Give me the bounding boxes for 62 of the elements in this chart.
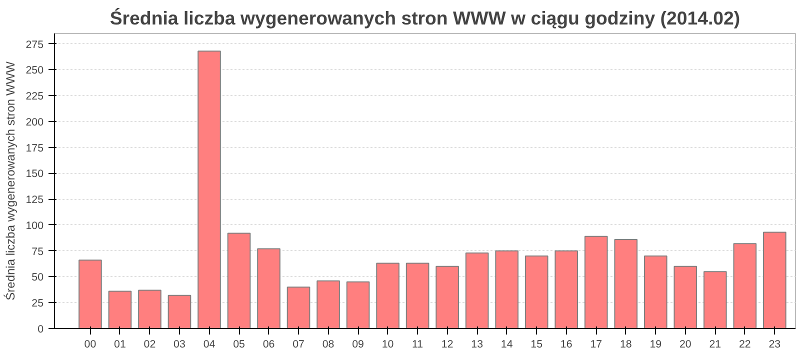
x-tick-label: 05: [233, 338, 246, 350]
x-tick-label: 00: [84, 338, 96, 350]
x-tick-label: 16: [560, 338, 572, 350]
y-tick-label: 75: [32, 246, 44, 258]
bar: [138, 290, 162, 328]
y-tick-label: 100: [26, 220, 44, 232]
bar: [108, 290, 132, 328]
bar: [257, 248, 280, 328]
x-tick-label: 06: [262, 338, 275, 350]
x-tick-label: 18: [620, 338, 632, 350]
x-tick-label: 01: [114, 338, 126, 350]
y-tick-label: 225: [26, 90, 44, 103]
y-tick-label: 175: [26, 142, 44, 154]
x-tick-label: 21: [709, 338, 722, 350]
x-tick-label: 10: [382, 338, 394, 350]
bar: [644, 256, 668, 328]
y-tick-label: 275: [26, 38, 44, 51]
bar: [763, 232, 786, 328]
x-tick-label: 13: [471, 338, 484, 350]
y-tick-label: 50: [32, 272, 44, 284]
bar: [316, 280, 340, 328]
x-tick-label: 15: [530, 338, 543, 350]
bar: [674, 266, 698, 328]
bar: [346, 281, 370, 328]
bar: [286, 286, 310, 328]
y-tick-label: 25: [32, 298, 44, 310]
x-tick-label: 07: [292, 338, 305, 350]
bar: [406, 262, 430, 328]
chart-title: Średnia liczba wygenerowanych stron WWW w ciągu godziny (2014.02): [110, 8, 740, 28]
x-tick-label: 02: [144, 338, 156, 350]
bar: [227, 232, 251, 328]
bar: [376, 262, 400, 328]
bar: [524, 256, 548, 328]
bar: [198, 50, 221, 328]
bar: [436, 266, 459, 328]
bar: [78, 260, 102, 328]
x-tick-label: 19: [650, 338, 662, 350]
x-tick-label: 03: [174, 338, 186, 350]
x-tick-label: 20: [679, 338, 692, 350]
x-tick-label: 08: [322, 338, 334, 350]
y-axis-title: Średnia liczba wygenerowanych stron WWW: [4, 60, 18, 300]
x-tick-label: 22: [738, 338, 751, 350]
bar: [465, 252, 489, 328]
bar: [495, 250, 518, 328]
x-tick-label: 17: [590, 338, 602, 350]
bar: [168, 294, 192, 328]
bar: [733, 243, 757, 328]
y-tick-label: 0: [38, 324, 44, 336]
x-tick-label: 04: [203, 338, 216, 350]
x-tick-label: 09: [352, 338, 364, 350]
x-tick-label: 12: [441, 338, 454, 350]
bar: [614, 238, 638, 328]
y-tick-label: 200: [26, 116, 44, 128]
y-tick-label: 250: [26, 64, 44, 77]
bar: [703, 271, 727, 328]
y-tick-label: 150: [26, 168, 44, 180]
x-tick-label: 11: [412, 338, 424, 350]
bar: [584, 236, 608, 328]
bar: [554, 250, 578, 328]
y-tick-label: 125: [26, 194, 44, 206]
x-tick-label: 14: [500, 338, 513, 350]
x-tick-label: 23: [768, 338, 781, 350]
